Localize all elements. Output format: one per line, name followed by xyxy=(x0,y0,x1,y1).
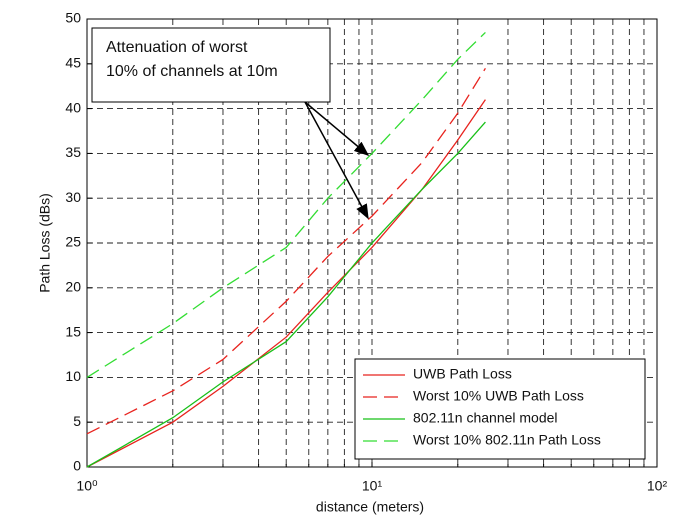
legend-box xyxy=(354,358,646,460)
y-tick-label: 5 xyxy=(73,413,81,429)
y-tick-label: 35 xyxy=(65,144,81,160)
x-tick-label: 10¹ xyxy=(362,478,383,494)
y-tick-label: 50 xyxy=(65,10,81,26)
legend-label: UWB Path Loss xyxy=(413,366,512,382)
annotation-arrow xyxy=(304,101,370,156)
legend-label: Worst 10% 802.11n Path Loss xyxy=(413,432,601,448)
annotation-arrow xyxy=(304,101,369,220)
y-tick-label: 45 xyxy=(65,55,81,71)
y-tick-label: 30 xyxy=(65,189,81,205)
annotation-box xyxy=(91,27,331,103)
legend-label: 802.11n channel model xyxy=(413,410,558,426)
annotation-text: 10% of channels at 10m xyxy=(106,63,278,80)
x-axis-label: distance (meters) xyxy=(316,499,424,515)
x-tick-label: 10⁰ xyxy=(76,478,98,494)
series-line xyxy=(86,31,486,378)
y-tick-label: 0 xyxy=(73,458,81,474)
y-tick-label: 25 xyxy=(65,234,81,250)
y-tick-label: 20 xyxy=(65,279,81,295)
series-line xyxy=(86,99,486,468)
y-axis-label: Path Loss (dBs) xyxy=(37,193,53,293)
y-tick-label: 15 xyxy=(65,323,81,339)
annotation-text: Attenuation of worst xyxy=(106,39,248,56)
legend-label: Worst 10% UWB Path Loss xyxy=(413,388,584,404)
series-line xyxy=(86,67,486,435)
y-tick-label: 40 xyxy=(65,99,81,115)
series-line xyxy=(86,121,486,468)
x-tick-label: 10² xyxy=(647,478,668,494)
y-tick-label: 10 xyxy=(65,368,81,384)
plot-frame xyxy=(86,18,658,468)
